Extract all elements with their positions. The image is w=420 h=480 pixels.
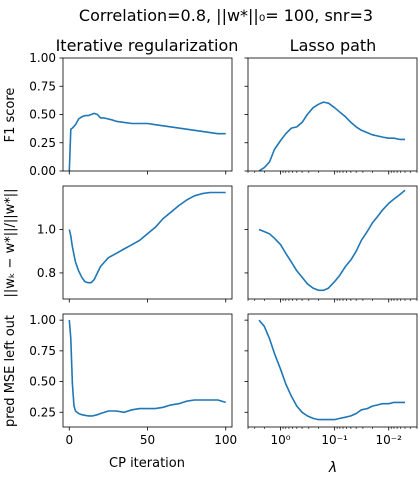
series-line — [68, 112, 226, 172]
xlabel-lambda: λ — [328, 460, 337, 476]
series-line — [68, 320, 226, 417]
series-line — [258, 189, 406, 292]
axes-frame — [62, 313, 233, 428]
x-tick-label: 0 — [65, 433, 73, 447]
ylabel-pred-mse: pred MSE left out — [3, 315, 18, 427]
x-tick-label: 10⁻¹ — [321, 433, 348, 447]
y-tick-label: 1.0 — [37, 222, 56, 236]
panel-title-right: Lasso path — [290, 36, 377, 55]
y-tick-label: 0.25 — [29, 136, 56, 150]
axes-frame — [62, 185, 233, 300]
x-tick-label: 50 — [140, 433, 155, 447]
x-tick-label: 10⁻² — [376, 433, 403, 447]
panel-1-1 — [244, 185, 418, 303]
y-tick-label: 0.00 — [29, 164, 56, 178]
axes-frame — [247, 313, 418, 428]
y-tick-label: 0.25 — [29, 405, 56, 419]
panel-0-1 — [244, 57, 418, 175]
y-tick-label: 0.75 — [29, 79, 56, 93]
panel-2-0: 0 50 100 0.25 0.50 0.75 1.00 — [29, 313, 237, 447]
series-line — [258, 319, 405, 421]
y-tick-label: 0.8 — [37, 266, 56, 280]
axes-frame — [62, 57, 233, 172]
y-tick-label: 0.50 — [29, 375, 56, 389]
panel-2-1: 10⁰ 10⁻¹ 10⁻² — [244, 313, 418, 447]
x-tick-label: 10⁰ — [271, 433, 291, 447]
series-line — [258, 101, 405, 172]
series-line — [68, 191, 226, 284]
panel-0-0: 0.00 0.25 0.50 0.75 1.00 — [29, 51, 233, 178]
panel-title-left: Iterative regularization — [56, 36, 239, 55]
y-tick-label: 0.50 — [29, 108, 56, 122]
x-tick-label: 100 — [214, 433, 237, 447]
panel-1-0: 0.8 1.0 — [37, 185, 233, 303]
axes-frame — [247, 185, 418, 300]
ylabel-rel-error: ||wₖ − w*||/||w*|| — [3, 188, 18, 297]
ylabel-f1: F1 score — [3, 88, 18, 143]
y-tick-label: 1.00 — [29, 313, 56, 327]
y-tick-label: 1.00 — [29, 51, 56, 65]
axes-frame — [247, 57, 418, 172]
xlabel-cp-iteration: CP iteration — [109, 456, 185, 471]
figure-suptitle: Correlation=0.8, ||w*||₀= 100, snr=3 — [79, 6, 373, 25]
y-tick-label: 0.75 — [29, 344, 56, 358]
